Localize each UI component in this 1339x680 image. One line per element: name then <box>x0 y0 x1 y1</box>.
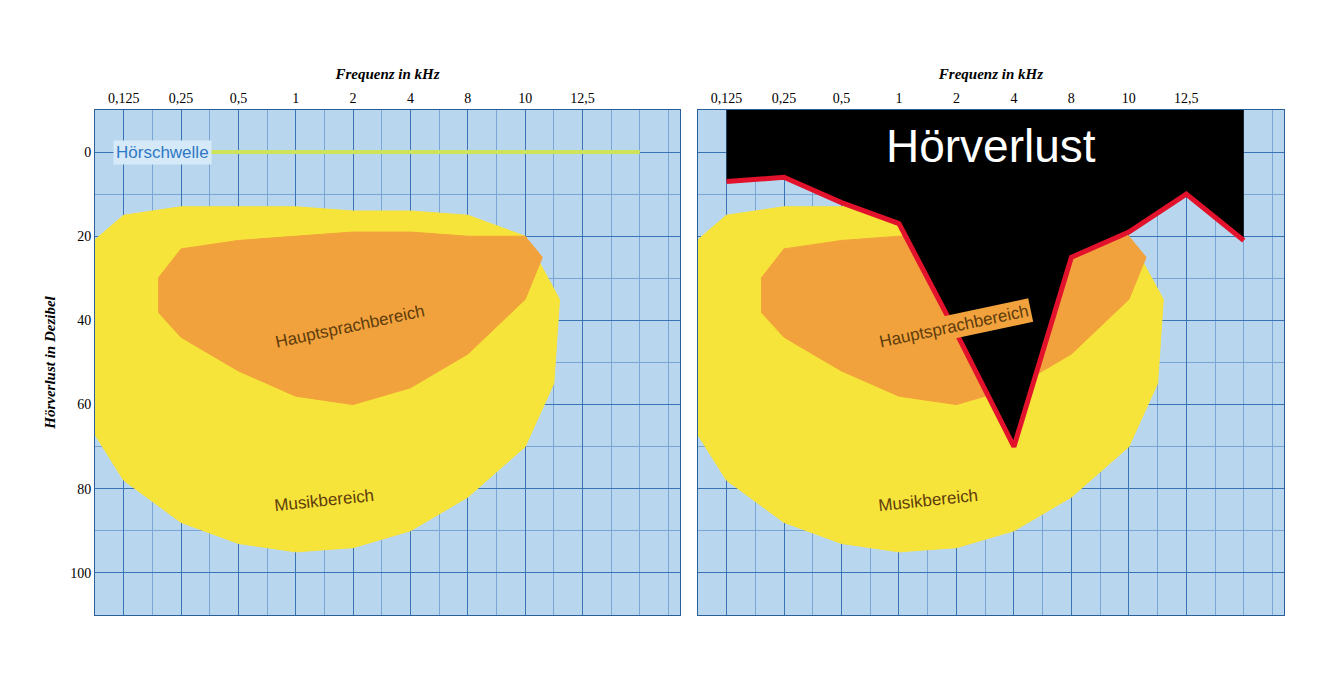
svg-text:1: 1 <box>292 91 299 106</box>
svg-text:Hörverlust in Dezibel: Hörverlust in Dezibel <box>42 295 58 429</box>
svg-text:8: 8 <box>464 91 471 106</box>
svg-text:0,125: 0,125 <box>108 91 139 106</box>
svg-text:4: 4 <box>1010 91 1017 106</box>
svg-text:8: 8 <box>1068 91 1075 106</box>
svg-text:0,5: 0,5 <box>833 91 851 106</box>
svg-text:60: 60 <box>77 397 91 412</box>
svg-text:Hauptsprachbereich: Hauptsprachbereich <box>274 301 427 351</box>
svg-text:Frequenz in kHz: Frequenz in kHz <box>938 66 1043 82</box>
svg-text:80: 80 <box>77 482 91 497</box>
svg-text:0: 0 <box>84 145 91 160</box>
svg-text:100: 100 <box>70 566 91 581</box>
svg-text:0,125: 0,125 <box>711 91 743 106</box>
svg-text:Hörschwelle: Hörschwelle <box>116 143 209 162</box>
svg-text:20: 20 <box>77 229 91 244</box>
svg-text:4: 4 <box>407 91 414 106</box>
svg-text:0,25: 0,25 <box>169 91 194 106</box>
svg-text:Musikbereich: Musikbereich <box>877 486 979 515</box>
svg-text:Hauptsprachbereich: Hauptsprachbereich <box>878 301 1031 351</box>
svg-text:10: 10 <box>1122 91 1136 106</box>
svg-text:1: 1 <box>895 91 902 106</box>
svg-text:2: 2 <box>350 91 357 106</box>
svg-text:Frequenz in kHz: Frequenz in kHz <box>334 66 439 82</box>
svg-text:2: 2 <box>953 91 960 106</box>
svg-text:0,25: 0,25 <box>772 91 797 106</box>
svg-text:10: 10 <box>518 91 532 106</box>
svg-text:12,5: 12,5 <box>1174 91 1199 106</box>
svg-text:0,5: 0,5 <box>230 91 248 106</box>
svg-text:12,5: 12,5 <box>570 91 595 106</box>
svg-text:40: 40 <box>77 313 91 328</box>
svg-text:Musikbereich: Musikbereich <box>273 486 375 515</box>
svg-text:Hörverlust: Hörverlust <box>886 120 1096 172</box>
